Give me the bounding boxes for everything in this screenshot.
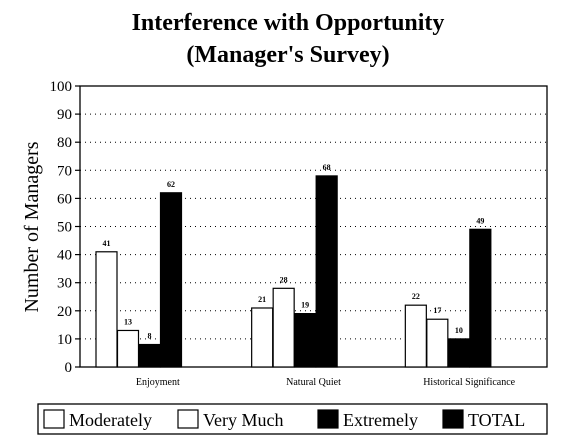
y-tick-label: 60 xyxy=(57,191,72,207)
legend-label: TOTAL xyxy=(468,410,525,430)
x-category-label: Natural Quiet xyxy=(286,377,341,388)
bar-value-label: 28 xyxy=(280,275,288,284)
y-tick-label: 70 xyxy=(57,163,72,179)
legend-swatch xyxy=(43,409,65,429)
bar xyxy=(251,307,274,368)
bar-value-label: 68 xyxy=(323,163,331,172)
bar xyxy=(469,228,492,368)
bar xyxy=(272,287,295,368)
bar-value-label: 22 xyxy=(412,292,420,301)
legend-label: Extremely xyxy=(343,410,418,430)
bar xyxy=(138,343,161,368)
bar-value-label: 8 xyxy=(148,332,152,341)
y-tick-label: 90 xyxy=(57,107,72,123)
y-tick-label: 40 xyxy=(57,248,72,264)
legend-swatch xyxy=(442,409,464,429)
bar-value-label: 49 xyxy=(476,216,484,225)
bar xyxy=(95,251,118,368)
x-category-label: Enjoyment xyxy=(136,377,180,388)
bar xyxy=(315,175,338,368)
bar-value-label: 17 xyxy=(433,306,441,315)
x-category-label: Historical Significance xyxy=(423,377,515,388)
chart-subtitle: (Manager's Survey) xyxy=(186,42,390,68)
bar xyxy=(447,338,470,368)
bar-value-label: 21 xyxy=(258,295,266,304)
bar-value-label: 62 xyxy=(167,180,175,189)
bar xyxy=(116,329,140,368)
y-tick-label: 80 xyxy=(57,135,72,151)
legend-label: Very Much xyxy=(203,410,283,430)
chart-title: Interference with Opportunity xyxy=(131,10,445,36)
y-tick-label: 0 xyxy=(65,360,73,376)
y-axis: 0 10 20 30 40 50 60 70 80 90 100 xyxy=(50,79,80,376)
bar-value-label: 19 xyxy=(301,301,309,310)
y-tick-label: 10 xyxy=(57,332,72,348)
bar xyxy=(404,304,427,368)
y-tick-label: 30 xyxy=(57,276,72,292)
bars: 41 13 8 62 21 28 19 68 22 17 10 49 xyxy=(95,163,492,368)
legend-label: Moderately xyxy=(69,410,152,430)
y-tick-label: 100 xyxy=(50,79,73,95)
legend-swatch xyxy=(177,409,199,429)
bar xyxy=(426,318,449,368)
legend-swatch xyxy=(317,409,339,429)
bar-value-label: 13 xyxy=(124,317,132,326)
legend: Moderately Very Much Extremely TOTAL xyxy=(37,403,548,435)
bar xyxy=(294,313,317,368)
bar-value-label: 10 xyxy=(455,326,463,335)
y-axis-label: Number of Managers xyxy=(21,141,43,312)
bar xyxy=(159,192,183,368)
y-tick-label: 20 xyxy=(57,304,72,320)
y-tick-label: 50 xyxy=(57,220,72,236)
bar-value-label: 41 xyxy=(103,239,111,248)
x-axis: Enjoyment Natural Quiet Historical Signifi… xyxy=(136,377,516,388)
